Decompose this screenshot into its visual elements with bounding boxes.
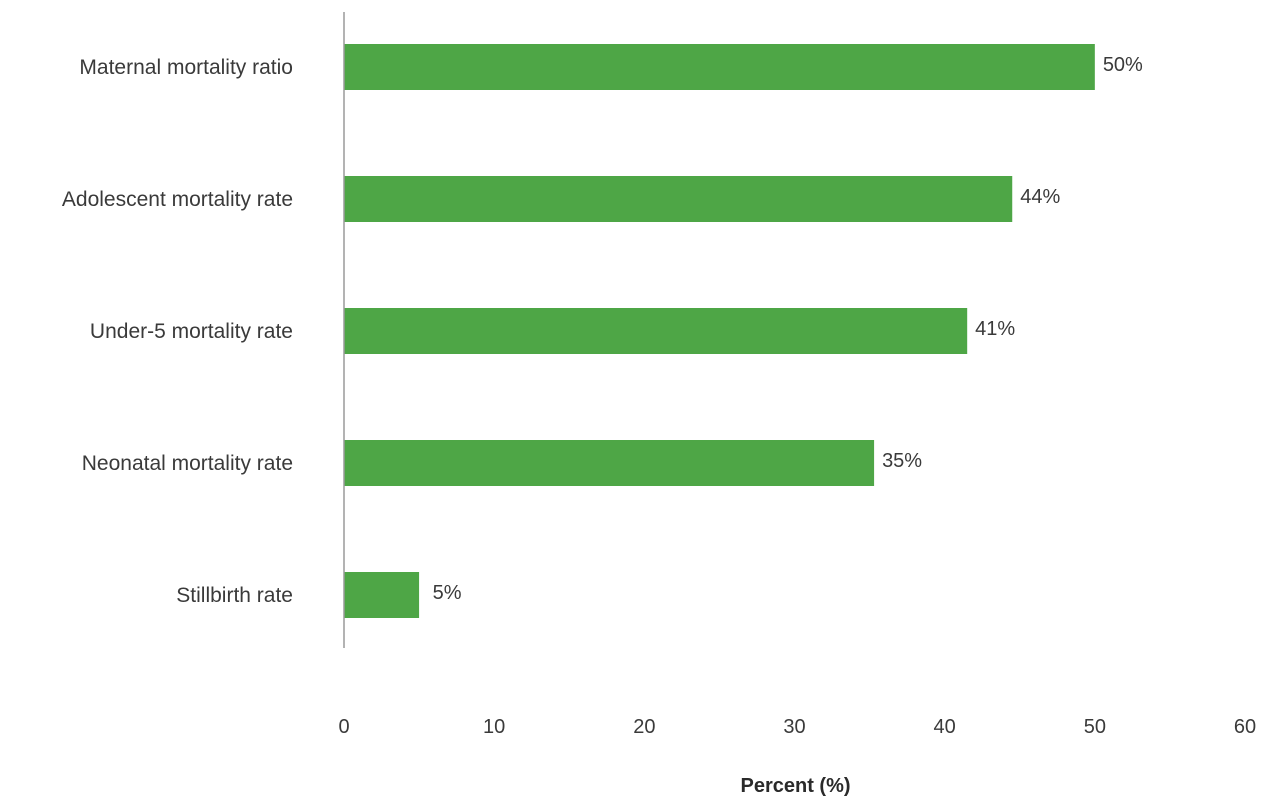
x-tick-label-4: 40 [934,716,956,738]
bar-4 [344,572,420,618]
x-tick-label-5: 50 [1084,716,1106,738]
x-tick-label-1: 10 [483,716,505,738]
data-label-2: 41% [975,318,1015,340]
bar-2 [344,308,968,354]
x-tick-label-3: 30 [783,716,805,738]
data-label-1: 44% [1020,186,1060,208]
x-tick-label-6: 60 [1234,716,1256,738]
x-tick-label-2: 20 [633,716,655,738]
category-label-3: Neonatal mortality rate [82,452,293,475]
data-label-3: 35% [882,450,922,472]
category-label-1: Adolescent mortality rate [62,188,293,211]
bars-group [344,44,1095,618]
x-axis-title: Percent (%) [740,775,850,797]
category-label-0: Maternal mortality ratio [79,56,293,79]
data-label-0: 50% [1103,54,1143,76]
bar-0 [344,44,1095,90]
x-tick-label-0: 0 [338,716,349,738]
data-label-4: 5% [433,582,462,604]
bar-1 [344,176,1013,222]
x-tick-labels: 0 10 20 30 40 50 60 [338,716,1256,738]
data-labels: 50% 44% 41% 35% 5% [433,54,1143,604]
bar-3 [344,440,875,486]
category-label-4: Stillbirth rate [176,584,293,607]
category-labels: Maternal mortality ratio Adolescent morta… [62,56,293,607]
category-label-2: Under-5 mortality rate [90,320,293,343]
